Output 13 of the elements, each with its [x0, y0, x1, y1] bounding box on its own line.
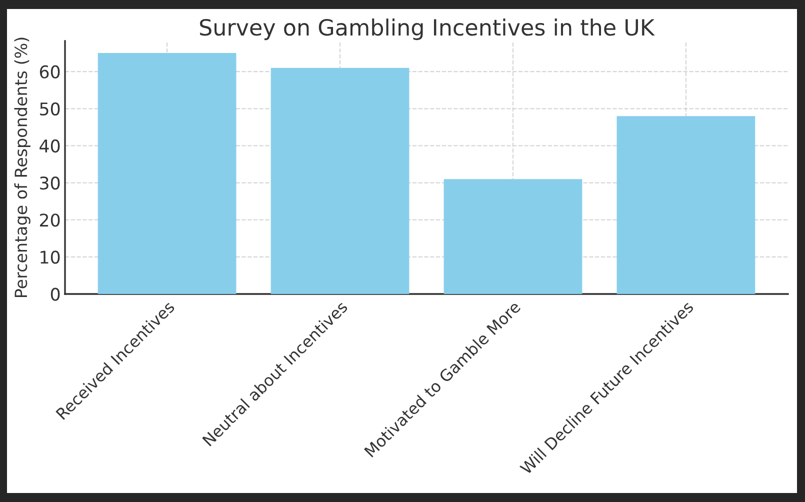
y-tick-label: 60: [40, 65, 60, 78]
y-tick-label: 40: [40, 139, 60, 153]
y-tick-label: 0: [50, 288, 60, 301]
bar: [270, 68, 410, 294]
bar: [98, 53, 236, 294]
y-tick-label: 30: [40, 176, 60, 190]
bar: [444, 179, 582, 294]
y-tick-label: 20: [40, 214, 60, 227]
y-axis-title: Percentage of Respondents (%): [14, 38, 30, 297]
y-tick-label: 50: [40, 102, 60, 116]
bar: [616, 116, 756, 294]
chart-title: Survey on Gambling Incentives in the UK: [200, 18, 655, 40]
y-tick-label: 10: [40, 250, 60, 264]
